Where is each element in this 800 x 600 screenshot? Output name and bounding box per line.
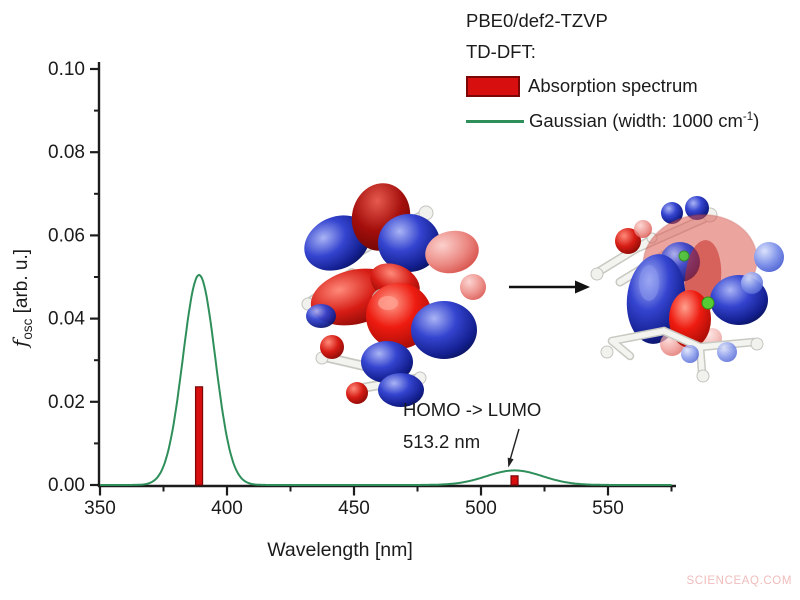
y-tick-label: 0.00 [48,475,85,496]
legend-title-line1: PBE0/def2-TZVP [466,10,608,31]
legend-item-absorption-label: Absorption spectrum [528,75,698,96]
y-tick-label: 0.08 [48,142,85,163]
legend: PBE0/def2-TZVP TD-DFT: Absorption spectr… [466,10,759,133]
peak-annotation-line2: 513.2 nm [403,431,481,452]
watermark: SCIENCEAQ.COM [686,575,792,587]
x-axis-title: Wavelength [nm] [267,539,413,561]
peak-annotation: HOMO -> LUMO 513.2 nm [403,394,541,458]
y-tick-label: 0.06 [48,225,85,246]
gaussian-curve [100,273,672,486]
y-tick-label: 0.04 [48,309,85,330]
absorption-bar [194,386,204,486]
absorption-swatch [466,75,520,97]
absorption-bar [510,475,519,486]
peak-annotation-line1: HOMO -> LUMO [403,399,542,420]
y-tick-label: 0.10 [48,59,85,80]
y-tick-label: 0.02 [48,392,85,413]
legend-item-gaussian-label: Gaussian (width: 1000 cm-1) [529,110,760,131]
legend-title-line2: TD-DFT: [466,41,536,62]
gaussian-line-swatch [466,119,524,123]
legend-item-absorption: Absorption spectrum [466,74,759,98]
x-tick-label: 350 [84,498,116,519]
x-tick-label: 550 [592,498,624,519]
x-tick-label: 400 [211,498,243,519]
x-tick-label: 450 [338,498,370,519]
legend-item-gaussian: Gaussian (width: 1000 cm-1) [466,109,759,133]
x-tick-label: 500 [465,498,497,519]
y-axis-title: fosc [arb. u.] [8,249,35,349]
